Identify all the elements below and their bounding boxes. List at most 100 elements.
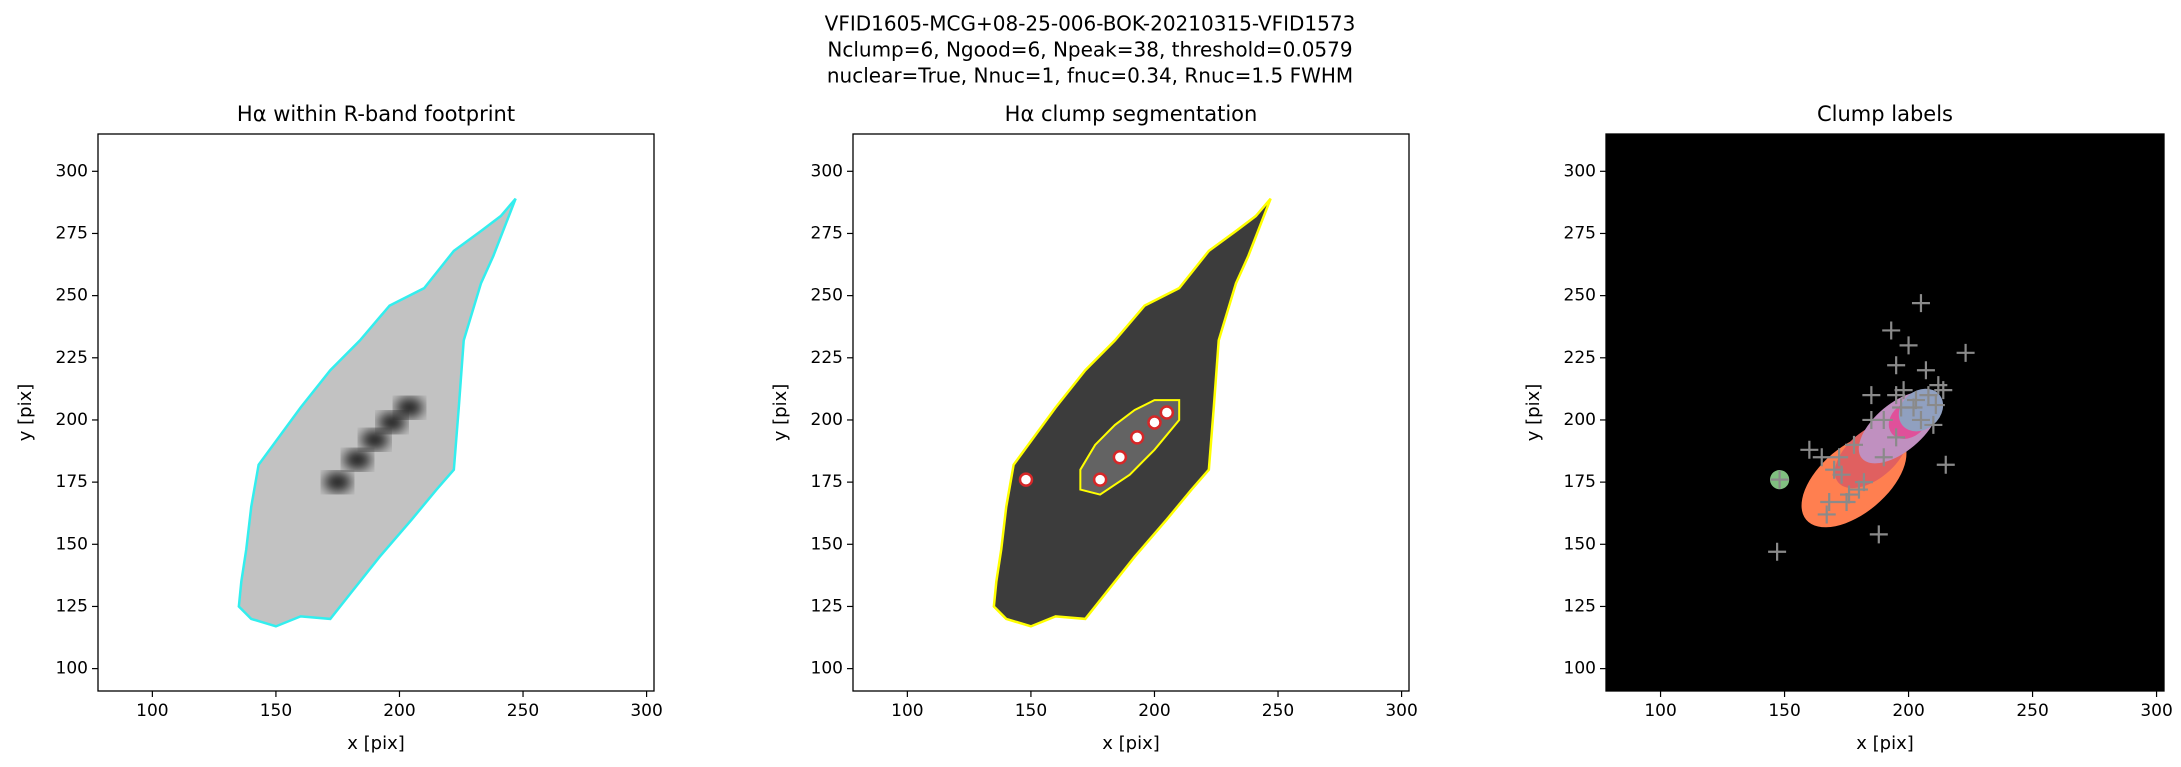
emission-blob [378, 412, 407, 433]
x-tick-label: 300 [630, 701, 662, 721]
image-content [237, 197, 517, 628]
emission-blob [343, 449, 372, 470]
suptitle: nuclear=True, Nnuc=1, fnuc=0.34, Rnuc=1.… [827, 64, 1353, 88]
peak-marker [1956, 343, 1975, 362]
y-axis-label: y [pix] [770, 384, 791, 442]
y-tick-label: 175 [1564, 472, 1596, 492]
y-tick-label: 175 [811, 472, 843, 492]
clump-marker [1112, 450, 1128, 465]
x-tick-label: 150 [260, 701, 292, 721]
y-tick-label: 275 [56, 223, 88, 243]
emission-blob [323, 472, 352, 493]
peak-marker [1874, 410, 1893, 429]
peak-marker [1916, 361, 1935, 380]
panel-title: Clump labels [1817, 102, 1953, 126]
y-axis-label: y [pix] [15, 384, 36, 442]
x-tick-label: 100 [1644, 701, 1676, 721]
x-tick-label: 200 [1138, 701, 1170, 721]
x-axis-label: x [pix] [1102, 733, 1160, 754]
y-tick-label: 250 [1564, 286, 1596, 306]
peak-marker [1862, 386, 1881, 405]
peak-marker [1934, 381, 1953, 400]
peak-marker [1924, 415, 1943, 434]
peak-marker [1770, 470, 1789, 489]
peak-marker [1869, 525, 1888, 544]
peak-marker [1887, 356, 1906, 375]
y-tick-label: 150 [56, 534, 88, 554]
y-tick-label: 150 [811, 534, 843, 554]
peak-marker [1936, 455, 1955, 474]
x-axis-label: x [pix] [347, 733, 405, 754]
peak-marker [1887, 428, 1906, 447]
peak-marker [1874, 448, 1893, 467]
x-tick-label: 250 [1262, 701, 1294, 721]
y-tick-label: 250 [56, 286, 88, 306]
x-tick-label: 150 [1768, 701, 1800, 721]
galaxy [237, 197, 517, 628]
clump-marker [1129, 430, 1145, 445]
emission-blob [360, 429, 389, 450]
peak-marker [1899, 336, 1918, 355]
x-tick-label: 300 [1385, 701, 1417, 721]
peak-marker [1911, 410, 1930, 429]
peak-marker [1837, 493, 1856, 512]
y-tick-label: 150 [1564, 534, 1596, 554]
y-tick-label: 125 [1564, 596, 1596, 616]
peak-marker [1800, 440, 1819, 459]
peak-marker [1820, 493, 1839, 512]
peak-marker [1854, 473, 1873, 492]
x-tick-label: 250 [2016, 701, 2048, 721]
peak-marker [1817, 505, 1836, 524]
y-tick-label: 200 [56, 410, 88, 430]
x-axis-label: x [pix] [1856, 733, 1914, 754]
x-tick-label: 200 [1892, 701, 1924, 721]
y-tick-label: 200 [1564, 410, 1596, 430]
x-tick-label: 100 [891, 701, 923, 721]
y-tick-label: 250 [811, 286, 843, 306]
y-tick-label: 300 [1564, 161, 1596, 181]
peak-marker [1911, 294, 1930, 313]
y-tick-label: 125 [56, 596, 88, 616]
peak-marker [1768, 542, 1787, 561]
panel-title: Hα within R-band footprint [237, 102, 515, 126]
y-tick-label: 300 [56, 161, 88, 181]
x-tick-label: 300 [2140, 701, 2172, 721]
peak-marker [1894, 381, 1913, 400]
axes-frame [1605, 133, 2165, 692]
peak-marker [1840, 485, 1859, 504]
peak-marker [1812, 448, 1831, 467]
y-axis-label: y [pix] [1523, 384, 1544, 442]
y-tick-label: 100 [1564, 659, 1596, 679]
peak-marker [1830, 448, 1849, 467]
x-tick-label: 200 [383, 701, 415, 721]
y-tick-label: 225 [56, 348, 88, 368]
peak-marker [1882, 321, 1901, 340]
y-tick-label: 125 [811, 596, 843, 616]
x-tick-label: 100 [136, 701, 168, 721]
suptitle: VFID1605-MCG+08-25-006-BOK-20210315-VFID… [825, 12, 1356, 36]
peak-marker [1845, 435, 1863, 454]
y-tick-label: 200 [811, 410, 843, 430]
peak-marker [1907, 391, 1925, 410]
axes-frame [852, 133, 1410, 692]
emission-blob [395, 397, 424, 418]
peak-marker [1832, 465, 1851, 484]
suptitle: Nclump=6, Ngood=6, Npeak=38, threshold=0… [827, 38, 1352, 62]
clump-marker [1159, 405, 1175, 420]
x-tick-label: 250 [507, 701, 539, 721]
peak-marker [1919, 386, 1938, 405]
clump-marker [1092, 472, 1108, 487]
y-tick-label: 275 [1564, 223, 1596, 243]
image-content [1768, 294, 1975, 561]
clump-marker [1147, 415, 1162, 430]
axes-frame [97, 133, 655, 692]
y-tick-label: 275 [811, 223, 843, 243]
y-tick-label: 175 [56, 472, 88, 492]
x-tick-label: 150 [1015, 701, 1047, 721]
y-tick-label: 100 [811, 659, 843, 679]
peak-marker [1926, 396, 1945, 415]
clump-marker [1018, 472, 1034, 487]
y-tick-label: 100 [56, 659, 88, 679]
panel-title: Hα clump segmentation [1005, 102, 1258, 126]
